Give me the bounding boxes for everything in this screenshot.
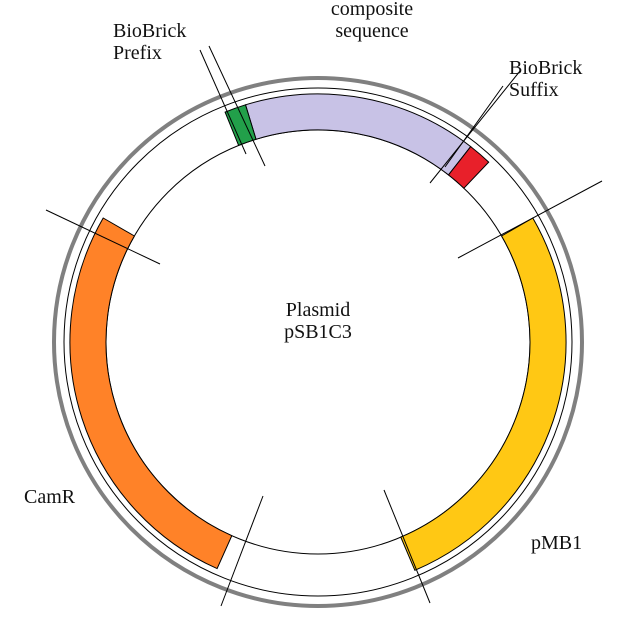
backbone-outer-ring <box>52 76 584 608</box>
pmb1-label: pMB1 <box>531 532 583 554</box>
pmb1-arc <box>400 217 567 571</box>
biobrick-suffix-label-line2: Suffix <box>509 79 559 101</box>
plasmid-name-line2: pSB1C3 <box>284 321 352 343</box>
composite-label-line2: sequence <box>335 20 409 42</box>
composite-sequence-label: composite sequence <box>318 0 426 42</box>
biobrick-suffix-arc <box>447 145 490 189</box>
biobrick-prefix-label: BioBrick Prefix <box>113 20 186 64</box>
biobrick-prefix-arc <box>224 104 257 147</box>
camr-end-tick <box>220 495 264 607</box>
camr-arc <box>69 217 233 570</box>
pmb1-end-tick <box>383 489 431 604</box>
plasmid-name-line1: Plasmid <box>285 299 351 321</box>
biobrick-suffix-label-line1: BioBrick <box>509 57 583 79</box>
pmb1-start-tick <box>457 180 603 259</box>
biobrick-suffix-label: BioBrick Suffix <box>509 57 582 101</box>
prefix-outer-tick <box>208 45 266 167</box>
suffix-outer-tick <box>429 70 521 184</box>
prefix-inner-tick <box>199 49 247 155</box>
camr-label: CamR <box>24 486 76 508</box>
biobrick-prefix-label-line2: Prefix <box>113 42 162 64</box>
backbone-middle-ring <box>63 87 573 597</box>
suffix-inner-tick <box>444 85 504 168</box>
composite-label-line1: composite <box>330 0 414 20</box>
biobrick-prefix-label-line1: BioBrick <box>113 20 187 42</box>
plasmid-name-label: Plasmid pSB1C3 <box>258 299 378 343</box>
camr-start-tick <box>45 209 161 265</box>
